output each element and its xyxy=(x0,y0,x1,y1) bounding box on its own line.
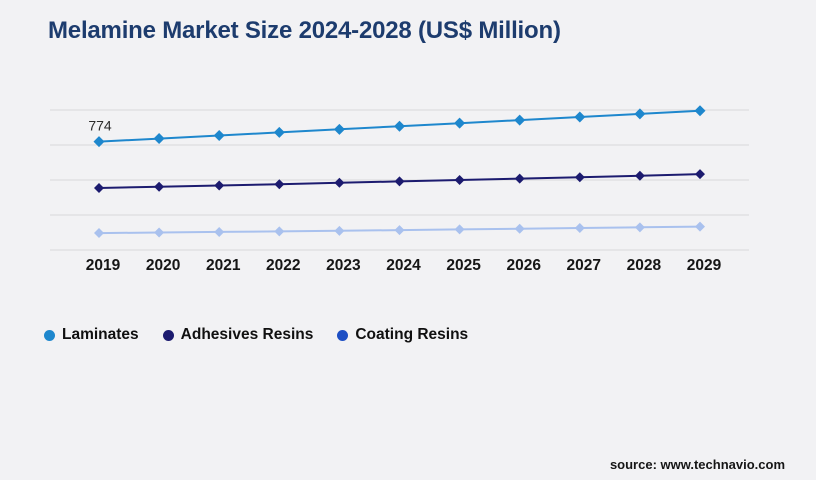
legend-dot-laminates xyxy=(44,329,55,341)
marker-laminates-2024 xyxy=(394,120,405,132)
marker-coating-resins-2022 xyxy=(274,226,285,237)
marker-adhesives-resins-2020 xyxy=(154,181,165,192)
marker-coating-resins-2024 xyxy=(394,225,405,236)
x-axis-label-2028: 2028 xyxy=(627,257,662,274)
marker-adhesives-resins-2021 xyxy=(214,180,225,191)
marker-laminates-2027 xyxy=(574,111,586,123)
marker-coating-resins-2028 xyxy=(634,222,645,233)
marker-coating-resins-2021 xyxy=(214,226,225,237)
marker-laminates-2026 xyxy=(514,114,526,126)
x-axis-label-2022: 2022 xyxy=(266,257,300,274)
marker-laminates-2022 xyxy=(273,126,285,138)
marker-coating-resins-2026 xyxy=(514,223,525,234)
legend-label: Coating Resins xyxy=(355,326,469,343)
marker-adhesives-resins-2029 xyxy=(695,169,705,180)
marker-adhesives-resins-2024 xyxy=(394,176,405,187)
legend-dot-coating-resins xyxy=(337,329,349,341)
legend-label: Laminates xyxy=(62,326,139,343)
legend-item-coating-resins[interactable]: Coating Resins xyxy=(337,326,468,344)
source-note: source: www.technavio.com xyxy=(609,457,785,472)
marker-coating-resins-2019 xyxy=(94,228,104,239)
marker-laminates-2025 xyxy=(454,117,466,129)
legend-dot-adhesives-resins xyxy=(162,329,174,341)
chart-title: Melamine Market Size 2024-2028 (US$ Mill… xyxy=(48,17,561,44)
marker-adhesives-resins-2027 xyxy=(574,172,585,183)
marker-adhesives-resins-2026 xyxy=(514,173,525,184)
x-axis-label-2019: 2019 xyxy=(86,257,121,274)
x-axis-label-2026: 2026 xyxy=(506,257,541,274)
marker-laminates-2021 xyxy=(213,129,225,141)
legend-label: Adhesives Resins xyxy=(180,326,314,343)
x-axis-label-2029: 2029 xyxy=(687,257,722,274)
marker-laminates-2029 xyxy=(694,105,706,117)
x-axis-label-2025: 2025 xyxy=(446,257,481,274)
marker-coating-resins-2025 xyxy=(454,224,465,235)
legend-item-adhesives-resins[interactable]: Adhesives Resins xyxy=(162,326,314,344)
data-label-774: 774 xyxy=(88,118,112,134)
marker-adhesives-resins-2025 xyxy=(454,175,465,185)
marker-coating-resins-2020 xyxy=(154,227,165,238)
marker-adhesives-resins-2022 xyxy=(274,179,285,190)
x-axis-label-2023: 2023 xyxy=(326,257,361,274)
x-axis-label-2024: 2024 xyxy=(386,257,421,274)
marker-laminates-2028 xyxy=(634,108,646,120)
x-axis-label-2020: 2020 xyxy=(146,257,180,274)
x-axis-label-2021: 2021 xyxy=(206,257,241,274)
marker-adhesives-resins-2023 xyxy=(334,177,345,188)
marker-laminates-2023 xyxy=(333,123,345,135)
marker-coating-resins-2029 xyxy=(695,221,705,232)
legend-item-laminates[interactable]: Laminates xyxy=(44,326,139,344)
x-axis-label-2027: 2027 xyxy=(567,257,601,274)
legend: Laminates Adhesives Resins Coating Resins xyxy=(44,325,468,345)
marker-adhesives-resins-2019 xyxy=(94,182,104,193)
marker-coating-resins-2023 xyxy=(334,225,345,236)
marker-laminates-2020 xyxy=(153,133,165,145)
marker-laminates-2019 xyxy=(93,136,105,148)
marker-adhesives-resins-2028 xyxy=(634,170,645,181)
marker-coating-resins-2027 xyxy=(574,223,585,234)
